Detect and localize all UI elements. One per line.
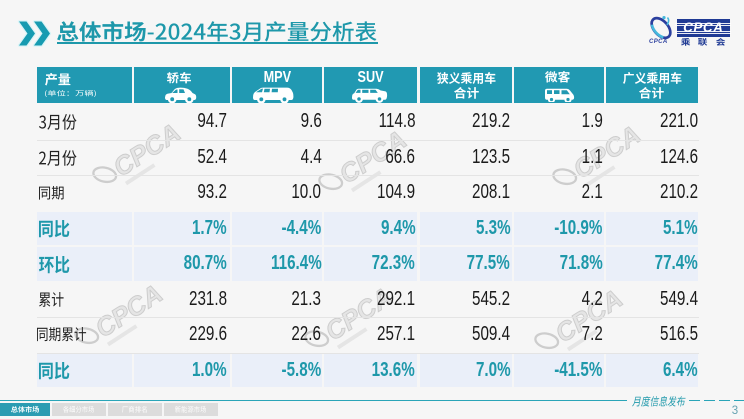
svg-text:CPCA: CPCA	[90, 278, 168, 343]
svg-text:CPCA: CPCA	[108, 117, 186, 182]
